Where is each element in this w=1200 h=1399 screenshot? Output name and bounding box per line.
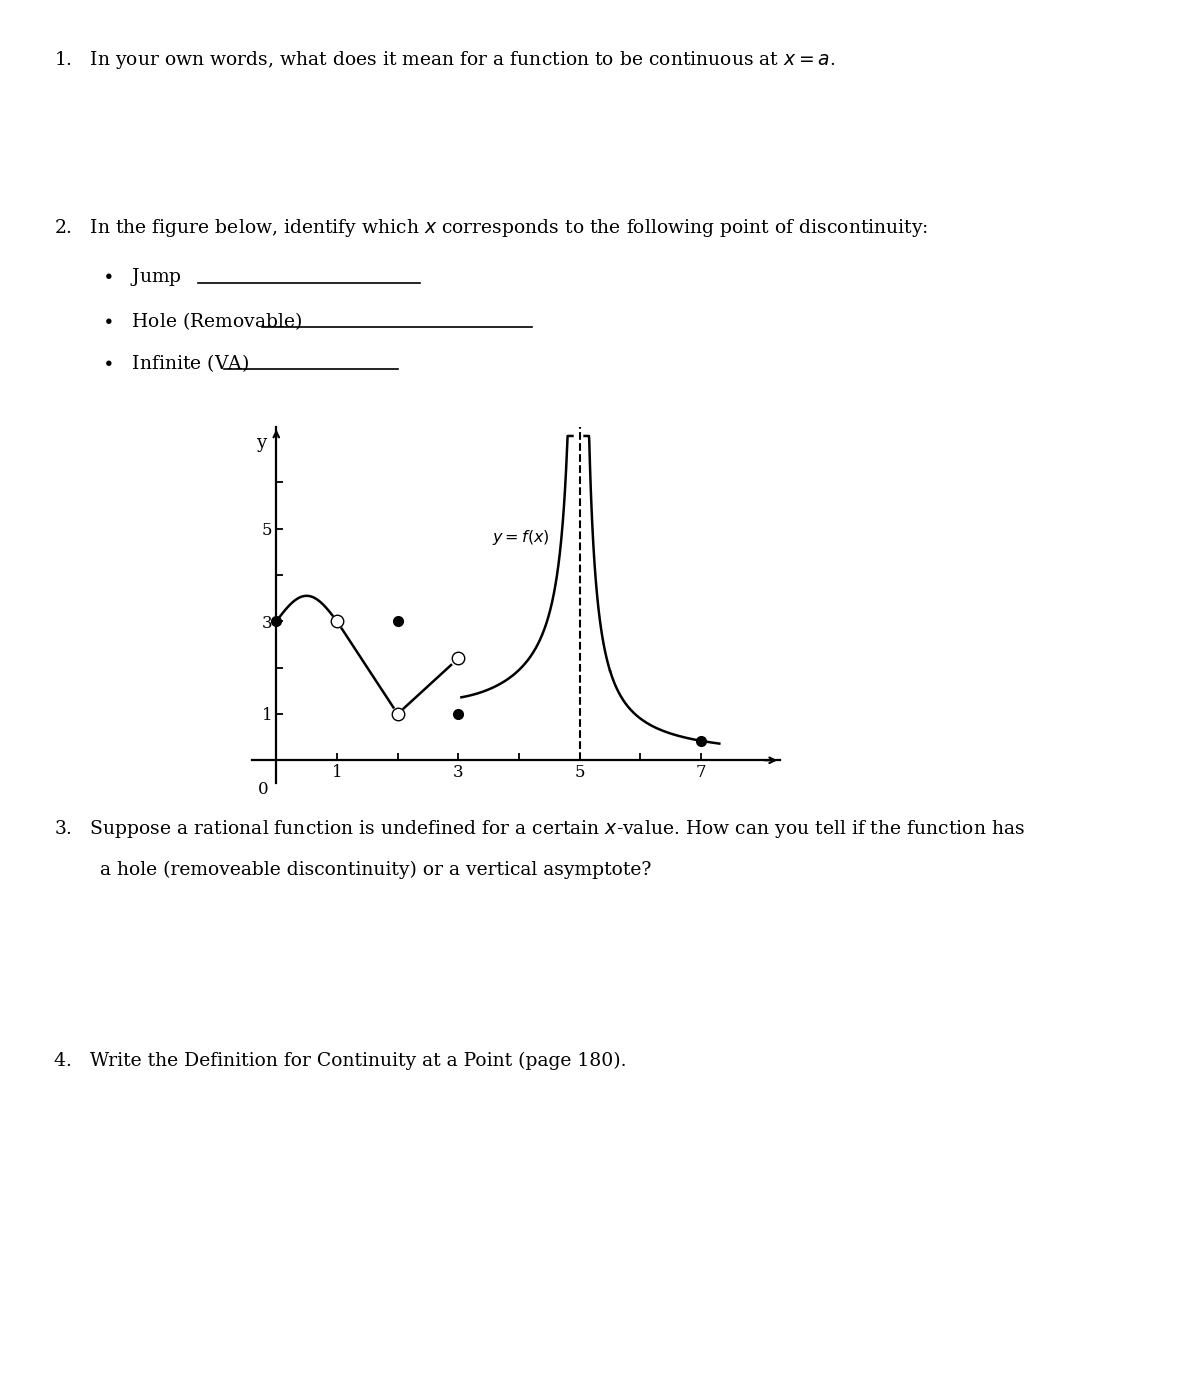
Text: a hole (removeable discontinuity) or a vertical asymptote?: a hole (removeable discontinuity) or a v… (100, 860, 650, 879)
Text: $\bullet$   Jump: $\bullet$ Jump (102, 266, 182, 288)
Text: 0: 0 (258, 781, 269, 797)
Text: 2.   In the figure below, identify which $x$ corresponds to the following point : 2. In the figure below, identify which $… (54, 217, 929, 239)
Text: $\bullet$   Hole (Removable): $\bullet$ Hole (Removable) (102, 311, 302, 333)
Text: $\bullet$   Infinite (VA): $\bullet$ Infinite (VA) (102, 353, 248, 375)
Text: $y = f(x)$: $y = f(x)$ (492, 529, 550, 547)
Text: 3.   Suppose a rational function is undefined for a certain $x$-value. How can y: 3. Suppose a rational function is undefi… (54, 818, 1025, 841)
Text: y: y (256, 434, 266, 452)
Text: 1.   In your own words, what does it mean for a function to be continuous at $x : 1. In your own words, what does it mean … (54, 49, 835, 71)
Text: 4.   Write the Definition for Continuity at a Point (page 180).: 4. Write the Definition for Continuity a… (54, 1052, 626, 1070)
